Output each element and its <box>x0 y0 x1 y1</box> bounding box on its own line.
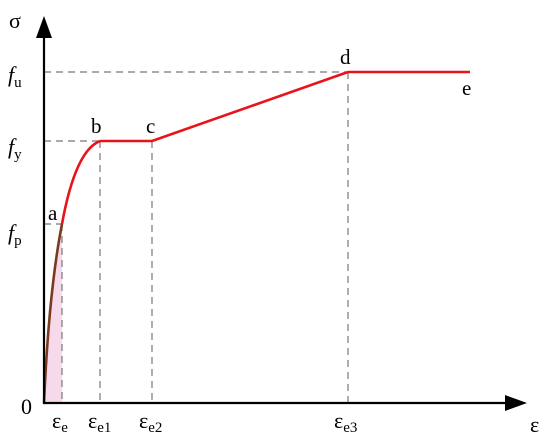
x-axis-symbol: ε <box>530 412 539 436</box>
hardening-segment-ab <box>60 139 101 225</box>
point-label-a: a <box>48 201 58 225</box>
x-tick-ee2: εe2 <box>139 408 162 436</box>
y-tick-fp: fp <box>8 220 22 249</box>
y-tick-fu: fu <box>8 62 22 91</box>
point-label-c: c <box>146 114 155 138</box>
x-tick-ee: εe <box>52 408 68 436</box>
elastic-region-shade <box>44 224 62 403</box>
y-axis-arrow-icon <box>36 16 52 38</box>
elastic-segment-0a <box>42 223 64 404</box>
point-label-e: e <box>462 76 471 100</box>
point-label-d: d <box>340 45 351 69</box>
origin-label: 0 <box>21 394 32 419</box>
y-axis-symbol: σ <box>9 8 21 33</box>
x-tick-ee1: εe1 <box>88 408 111 436</box>
y-tick-fy: fy <box>8 134 22 163</box>
point-label-b: b <box>91 114 102 138</box>
guide-lines <box>44 71 349 402</box>
x-axis-arrow-icon <box>505 395 527 411</box>
strain-hardening-cd <box>151 70 349 143</box>
x-tick-ee3: εe3 <box>334 408 357 436</box>
